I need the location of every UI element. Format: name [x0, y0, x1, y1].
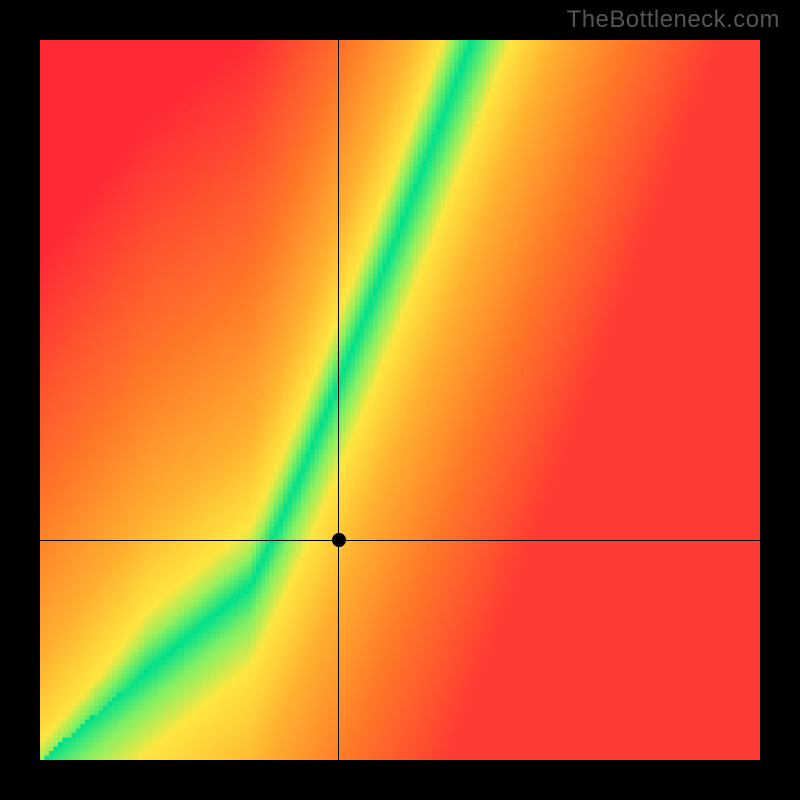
chart-container: { "watermark": { "text": "TheBottleneck.… — [0, 0, 800, 800]
crosshair-marker — [332, 533, 346, 547]
crosshair-vertical — [338, 40, 339, 760]
watermark-text: TheBottleneck.com — [567, 6, 780, 34]
heatmap-canvas — [40, 40, 760, 760]
crosshair-horizontal — [40, 540, 760, 541]
